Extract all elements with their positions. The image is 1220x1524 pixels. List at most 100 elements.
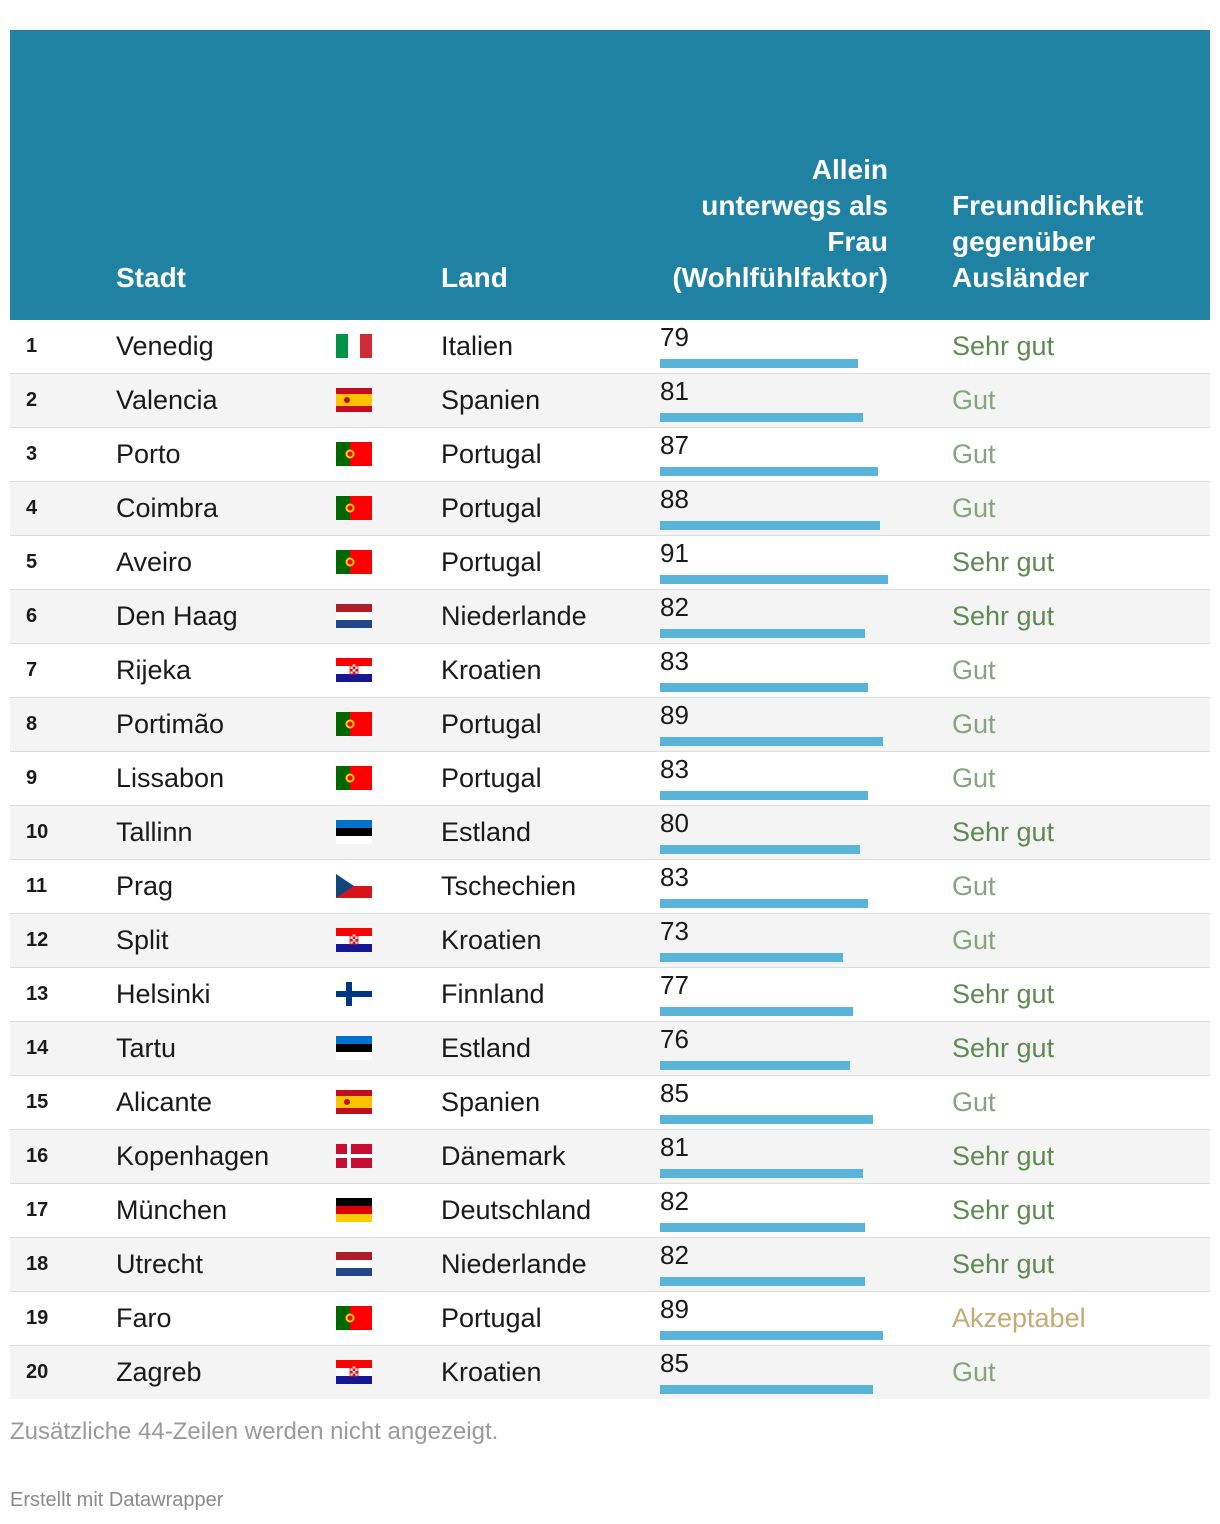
country-cell: Portugal <box>441 763 542 793</box>
rank-cell: 3 <box>26 443 38 465</box>
rating-cell: Gut <box>952 871 996 901</box>
rank-cell: 8 <box>26 713 38 735</box>
rating-cell: Sehr gut <box>952 979 1055 1009</box>
rating-cell: Sehr gut <box>952 1249 1055 1279</box>
city-cell: Split <box>116 925 169 955</box>
rank-cell: 20 <box>26 1361 49 1383</box>
country-cell: Kroatien <box>441 925 542 955</box>
table-row: 11 Prag Tschechien 83 Gut <box>10 860 1210 914</box>
fi-flag-icon <box>336 982 372 1006</box>
rank-cell: 5 <box>26 551 38 573</box>
hr-flag-icon <box>336 1360 372 1384</box>
country-cell: Deutschland <box>441 1195 592 1225</box>
city-cell: Aveiro <box>116 547 193 577</box>
city-cell: Den Haag <box>116 601 238 631</box>
rating-cell: Gut <box>952 925 996 955</box>
country-cell: Finnland <box>441 979 545 1009</box>
city-cell: Alicante <box>116 1087 213 1117</box>
rating-cell: Sehr gut <box>952 331 1055 361</box>
rank-cell: 4 <box>26 497 38 519</box>
ee-flag-icon <box>336 820 372 844</box>
table-row: 19 Faro Portugal 89 Akzeptabel <box>10 1292 1210 1346</box>
rating-cell: Gut <box>952 655 996 685</box>
value-bar <box>660 953 843 962</box>
value-label: 82 <box>660 1240 689 1270</box>
rank-cell: 7 <box>26 659 38 681</box>
country-cell: Portugal <box>441 493 542 523</box>
table-row: 7 Rijeka Kroatien 83 Gut <box>10 644 1210 698</box>
rank-cell: 12 <box>26 929 49 951</box>
country-cell: Portugal <box>441 439 542 469</box>
table-header: Stadt Land Allein unterwegs als Frau (Wo… <box>10 30 1210 320</box>
rating-cell: Gut <box>952 385 996 415</box>
rating-cell: Sehr gut <box>952 1033 1055 1063</box>
value-bar <box>660 1115 873 1124</box>
column-header-freundlichkeit-line: gegenüber <box>952 226 1096 257</box>
column-header-allein-line: Frau <box>827 226 888 257</box>
column-header-stadt[interactable]: Stadt <box>116 262 186 293</box>
table-row: 9 Lissabon Portugal 83 Gut <box>10 752 1210 806</box>
value-bar <box>660 1169 863 1178</box>
city-cell: Coimbra <box>116 493 219 523</box>
es-flag-icon <box>336 388 372 412</box>
city-cell: Faro <box>116 1303 172 1333</box>
column-header-allein[interactable]: Allein unterwegs als Frau (Wohlfühlfakto… <box>650 152 888 296</box>
city-cell: Utrecht <box>116 1249 204 1279</box>
table-row: 10 Tallinn Estland 80 Sehr gut <box>10 806 1210 860</box>
value-label: 85 <box>660 1348 689 1378</box>
value-bar <box>660 521 880 530</box>
value-bar <box>660 845 860 854</box>
column-header-allein-line: unterwegs als <box>701 190 888 221</box>
value-label: 89 <box>660 700 689 730</box>
city-cell: Zagreb <box>116 1357 202 1387</box>
value-label: 83 <box>660 754 689 784</box>
value-label: 77 <box>660 970 689 1000</box>
table-row: 17 München Deutschland 82 Sehr gut <box>10 1184 1210 1238</box>
country-cell: Spanien <box>441 385 541 415</box>
rank-cell: 19 <box>26 1307 49 1329</box>
rating-cell: Gut <box>952 493 996 523</box>
footnote: Zusätzliche 44-Zeilen werden nicht angez… <box>10 1418 499 1445</box>
value-label: 81 <box>660 1132 689 1162</box>
table-body: 1 Venedig Italien 79 Sehr gut 2 Valencia Spanie… <box>10 320 1210 1399</box>
pt-flag-icon <box>336 496 372 520</box>
rank-cell: 10 <box>26 821 49 843</box>
hr-flag-icon <box>336 928 372 952</box>
value-bar <box>660 1277 865 1286</box>
country-cell: Kroatien <box>441 1357 542 1387</box>
rank-cell: 6 <box>26 605 38 627</box>
rank-cell: 15 <box>26 1091 49 1113</box>
table-row: 12 Split Kroatien 73 Gut <box>10 914 1210 968</box>
country-cell: Estland <box>441 817 532 847</box>
table-row: 14 Tartu Estland 76 Sehr gut <box>10 1022 1210 1076</box>
city-cell: Helsinki <box>116 979 211 1009</box>
value-bar <box>660 791 868 800</box>
country-cell: Italien <box>441 331 514 361</box>
city-cell: Tartu <box>116 1033 177 1063</box>
country-cell: Estland <box>441 1033 532 1063</box>
value-bar <box>660 683 868 692</box>
cz-flag-icon <box>336 874 372 898</box>
table-row: 5 Aveiro Portugal 91 Sehr gut <box>10 536 1210 590</box>
value-label: 73 <box>660 916 689 946</box>
column-header-freundlichkeit[interactable]: Freundlichkeit gegenüber Ausländer <box>952 188 1202 296</box>
de-flag-icon <box>336 1198 372 1222</box>
rating-cell: Sehr gut <box>952 817 1055 847</box>
rating-cell: Gut <box>952 1087 996 1117</box>
rank-cell: 11 <box>26 875 48 897</box>
value-label: 88 <box>660 484 689 514</box>
value-bar <box>660 359 858 368</box>
country-cell: Niederlande <box>441 601 587 631</box>
value-label: 80 <box>660 808 689 838</box>
column-header-land[interactable]: Land <box>441 262 508 293</box>
rating-cell: Sehr gut <box>952 1141 1055 1171</box>
country-cell: Dänemark <box>441 1141 566 1171</box>
hr-flag-icon <box>336 658 372 682</box>
rank-cell: 16 <box>26 1145 49 1167</box>
value-bar <box>660 1331 883 1340</box>
value-label: 83 <box>660 862 689 892</box>
country-cell: Spanien <box>441 1087 541 1117</box>
table-row: 4 Coimbra Portugal 88 Gut <box>10 482 1210 536</box>
rating-cell: Akzeptabel <box>952 1303 1086 1333</box>
value-bar <box>660 629 865 638</box>
